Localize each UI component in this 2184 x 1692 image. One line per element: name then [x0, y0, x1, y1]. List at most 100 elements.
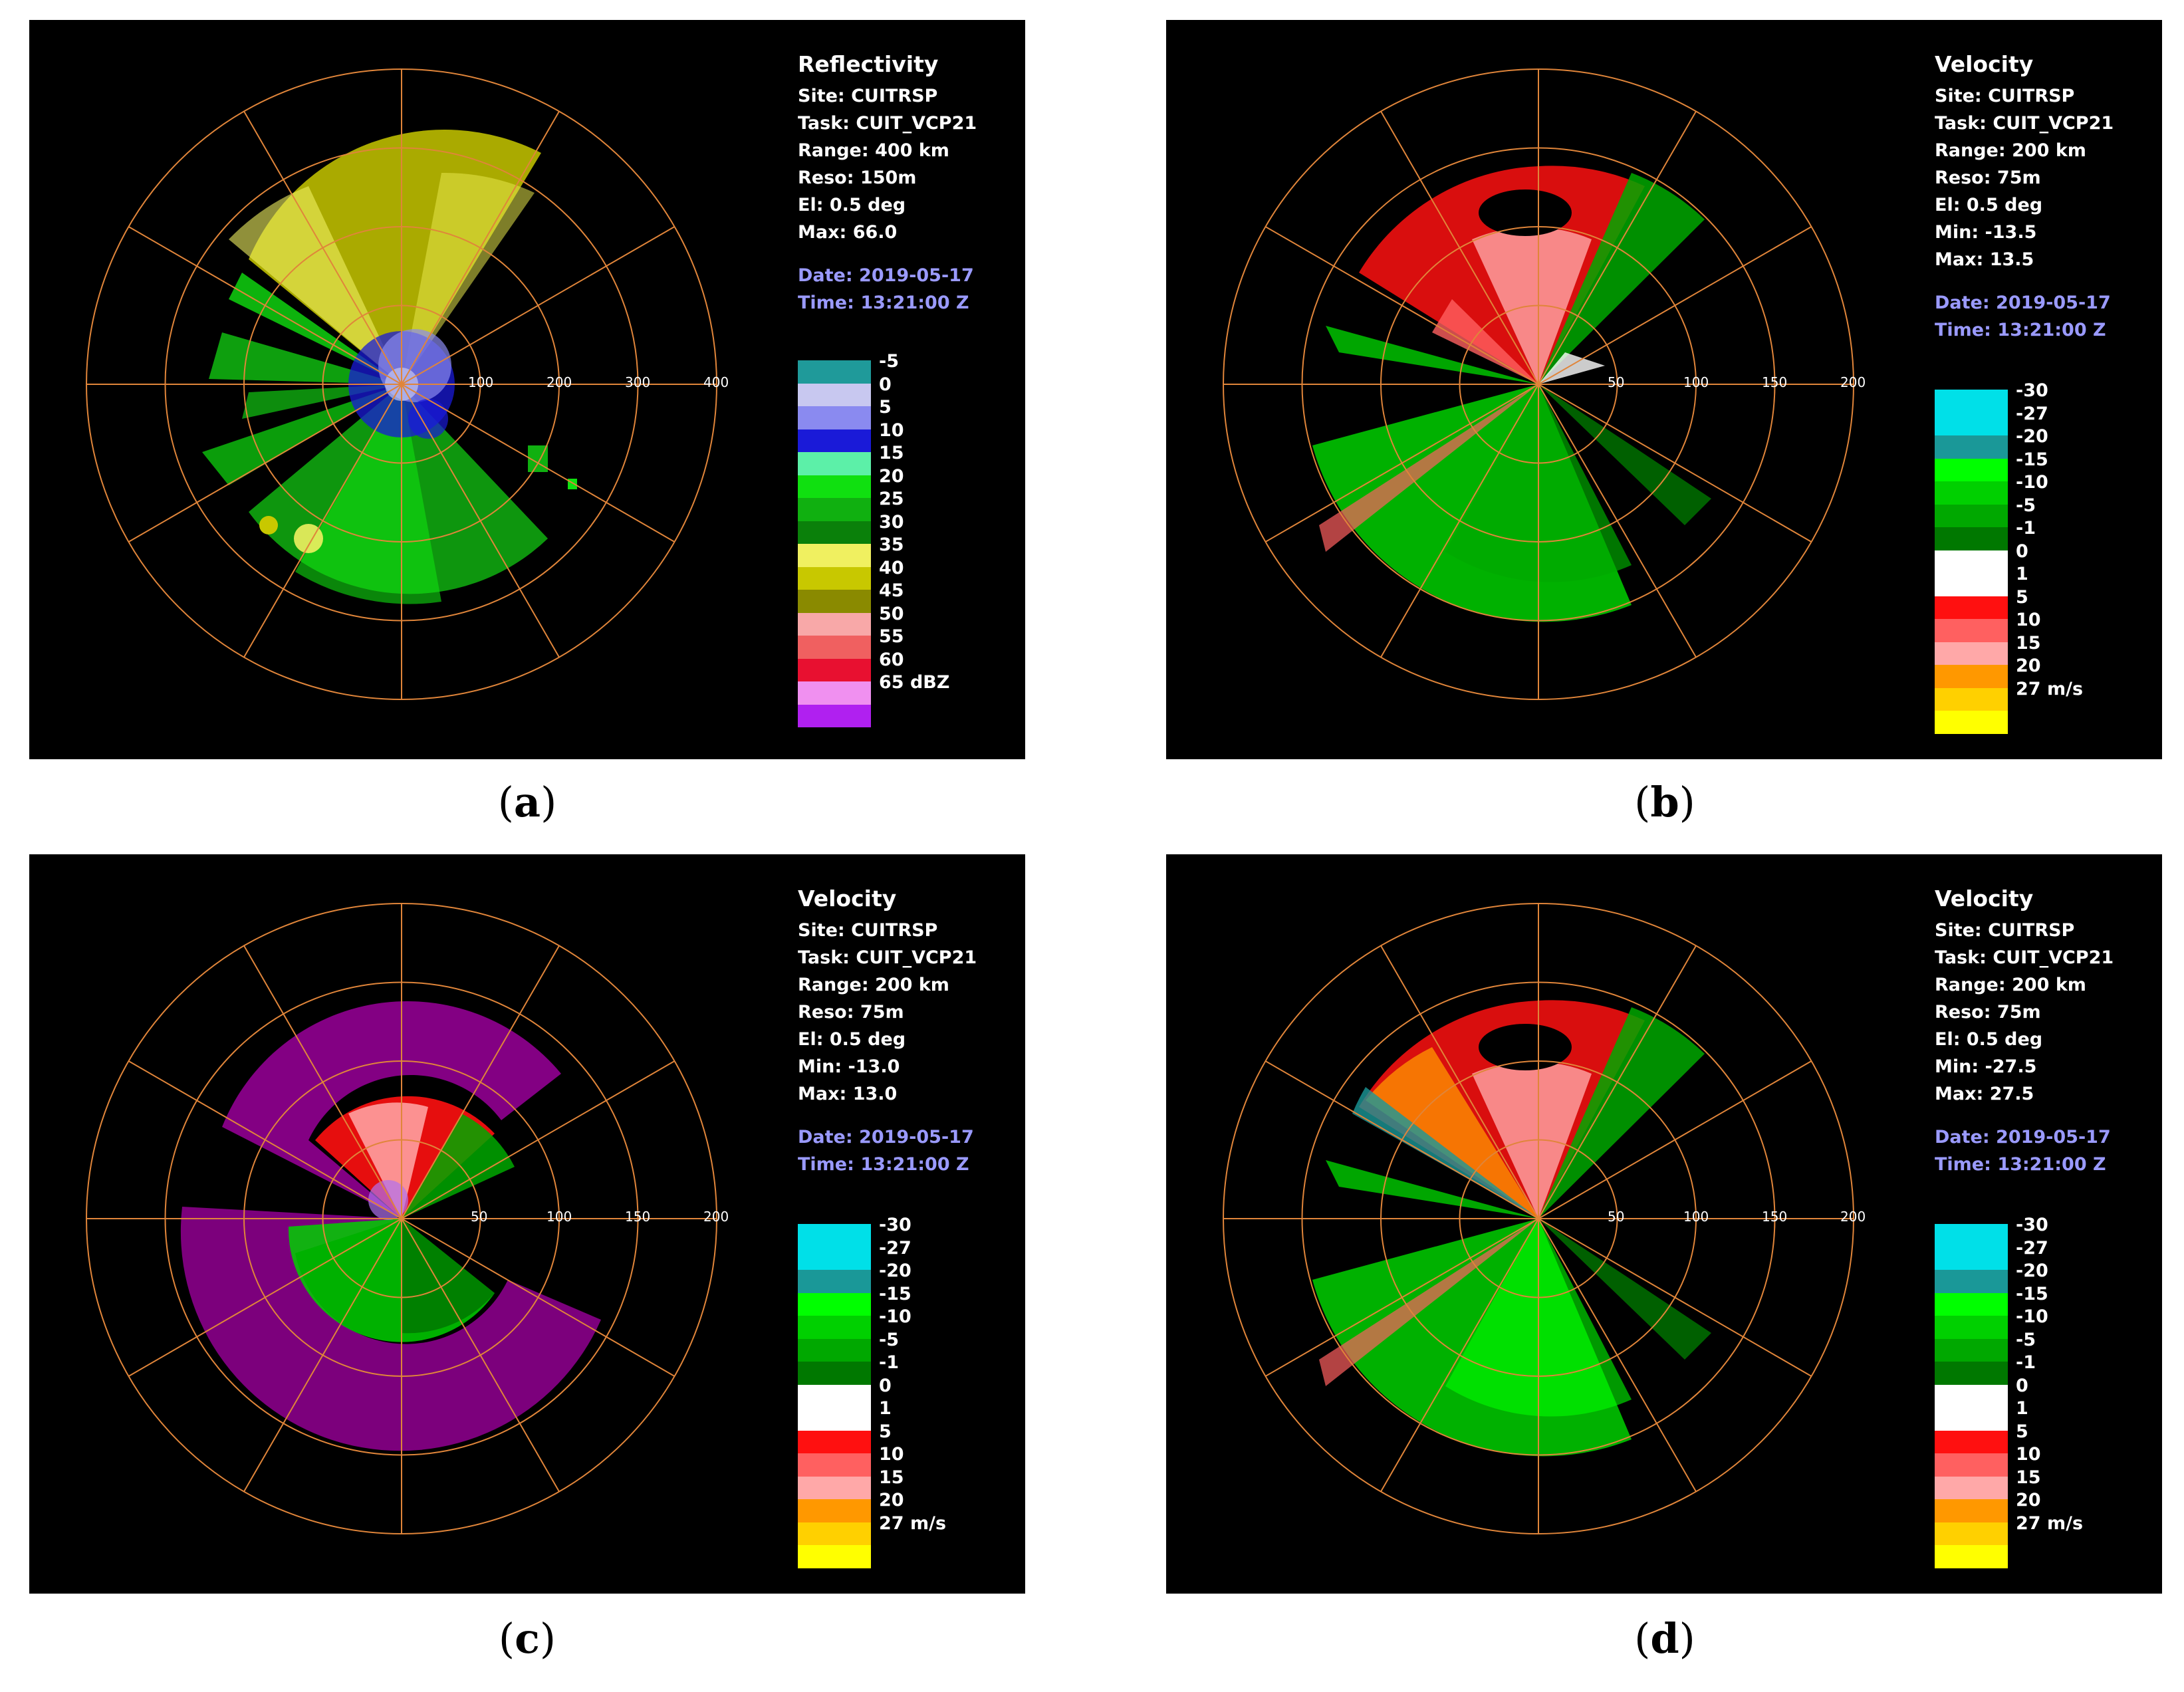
range-ring-grid — [1223, 903, 1854, 1534]
color-legend: -30 -27 -20 -15 -10 -5 -1 0 1 5 10 15 20 27 m/s — [1935, 380, 2147, 734]
legend-item: -5 — [798, 1330, 1011, 1362]
legend-swatch — [798, 1224, 871, 1247]
site-text: Site: CUITRSP — [1935, 86, 2075, 106]
azimuth-line — [243, 945, 402, 1219]
ring-label-3: 150 — [625, 1209, 650, 1225]
legend-item: -27 — [798, 1238, 1011, 1270]
legend-swatch — [798, 1522, 871, 1545]
legend-swatch — [1935, 1522, 2008, 1545]
legend-swatch — [798, 658, 871, 681]
legend-label: -10 — [879, 1306, 911, 1327]
legend-item: -27 — [1935, 1238, 2147, 1270]
azimuth-line — [1380, 111, 1539, 385]
legend-label: 0 — [879, 374, 892, 395]
legend-label: 27 m/s — [2016, 1512, 2084, 1534]
azimuth-line — [401, 1060, 675, 1219]
ring-label-2: 200 — [546, 374, 572, 390]
legend-label: 35 — [879, 535, 904, 555]
legend-swatch — [798, 681, 871, 705]
range-ring-labels: 50 100 150 200 — [471, 1209, 729, 1225]
legend-item: -15 — [1935, 449, 2147, 481]
legend-item — [798, 1545, 1011, 1568]
legend-item: 5 — [798, 1421, 1011, 1453]
azimuth-line — [243, 111, 402, 385]
max-text: Max: 13.0 — [798, 1084, 898, 1104]
azimuth-line — [1538, 226, 1812, 385]
product-title: Velocity — [1935, 886, 2034, 911]
azimuth-line — [1538, 111, 1697, 385]
reso-text: Reso: 150m — [798, 168, 917, 188]
legend-label: 0 — [879, 1375, 892, 1396]
legend-label: -1 — [2016, 1352, 2036, 1373]
azimuth-line — [1265, 226, 1539, 385]
time-text: Time: 13:21:00 Z — [798, 293, 969, 313]
azimuth-line — [401, 1218, 675, 1377]
legend-label: -27 — [2016, 403, 2048, 424]
legend-swatch — [798, 360, 871, 384]
ring-label-4: 200 — [1840, 1209, 1866, 1225]
range-text: Range: 400 km — [798, 140, 949, 161]
panel-caption: (d) — [1634, 1614, 1695, 1663]
elevation-text: El: 0.5 deg — [798, 195, 906, 215]
legend-item: 20 — [798, 1490, 1011, 1522]
legend-item: -10 — [798, 1306, 1011, 1339]
legend-label: 5 — [879, 397, 892, 418]
max-text: Max: 13.5 — [1935, 249, 2034, 270]
range-text: Range: 200 km — [798, 975, 949, 995]
radar-panel-velocity: 50 100 150 200 Velocity Site: CUITRSP Ta… — [1166, 20, 2162, 759]
legend-item: 40 — [798, 558, 1011, 590]
range-ring-labels: 100 200 300 400 — [468, 374, 729, 390]
legend-label: 40 — [879, 557, 904, 578]
legend-label: 15 — [2016, 632, 2041, 654]
product-title: Reflectivity — [798, 51, 939, 77]
legend-swatch — [1935, 1338, 2008, 1362]
elevation-text: El: 0.5 deg — [798, 1029, 906, 1050]
max-text: Max: 27.5 — [1935, 1084, 2034, 1104]
elevation-text: El: 0.5 deg — [1935, 1029, 2043, 1050]
legend-swatch — [798, 1338, 871, 1362]
legend-swatch — [798, 612, 871, 636]
azimuth-line — [128, 226, 402, 385]
radar-info-block: Reflectivity Site: CUITRSP Task: CUIT_VC… — [798, 49, 1017, 316]
legend-item: -5 — [1935, 1330, 2147, 1362]
legend-item: 65 dBZ — [798, 672, 1011, 705]
legend-label: -15 — [879, 1283, 911, 1304]
legend-label: 20 — [879, 1490, 904, 1511]
legend-label: 10 — [879, 1444, 904, 1465]
legend-swatch — [798, 1407, 871, 1431]
legend-label: 27 m/s — [2016, 678, 2084, 699]
legend-item: 27 m/s — [1935, 679, 2147, 711]
legend-item: -5 — [1935, 495, 2147, 527]
panel-caption: (c) — [498, 1614, 556, 1663]
legend-item: 15 — [798, 443, 1011, 475]
ring-label-2: 100 — [546, 1209, 572, 1225]
echo-layer — [1312, 1000, 1711, 1457]
legend-swatch — [1935, 412, 2008, 435]
legend-swatch — [798, 1292, 871, 1316]
legend-swatch — [1935, 1362, 2008, 1385]
legend-item: 0 — [1935, 1376, 2147, 1407]
legend-item: 15 — [1935, 1467, 2147, 1499]
legend-item: 20 — [1935, 656, 2147, 688]
time-text: Time: 13:21:00 Z — [1935, 320, 2106, 340]
reso-text: Reso: 75m — [1935, 1002, 2041, 1023]
legend-swatch — [798, 1453, 871, 1477]
legend-label: -10 — [2016, 472, 2048, 493]
azimuth-line — [243, 384, 402, 658]
legend-label: 25 — [879, 489, 904, 509]
echo-layer — [1312, 166, 1711, 622]
legend-label: -27 — [879, 1237, 911, 1259]
legend-item: 27 m/s — [798, 1513, 1011, 1545]
legend-label: -1 — [2016, 518, 2036, 539]
ring-label-4: 200 — [1840, 374, 1866, 390]
min-text: Min: -27.5 — [1935, 1056, 2037, 1077]
legend-label: 5 — [2016, 586, 2028, 608]
legend-swatch — [798, 1499, 871, 1522]
legend-label: -20 — [879, 1261, 911, 1281]
legend-item: 45 — [798, 580, 1011, 613]
legend-swatch — [1935, 527, 2008, 550]
range-ring-labels: 50 100 150 200 — [1608, 1209, 1866, 1225]
legend-swatch — [1935, 1270, 2008, 1293]
legend-label: 65 dBZ — [879, 672, 950, 693]
legend-label: 0 — [2016, 1375, 2028, 1396]
